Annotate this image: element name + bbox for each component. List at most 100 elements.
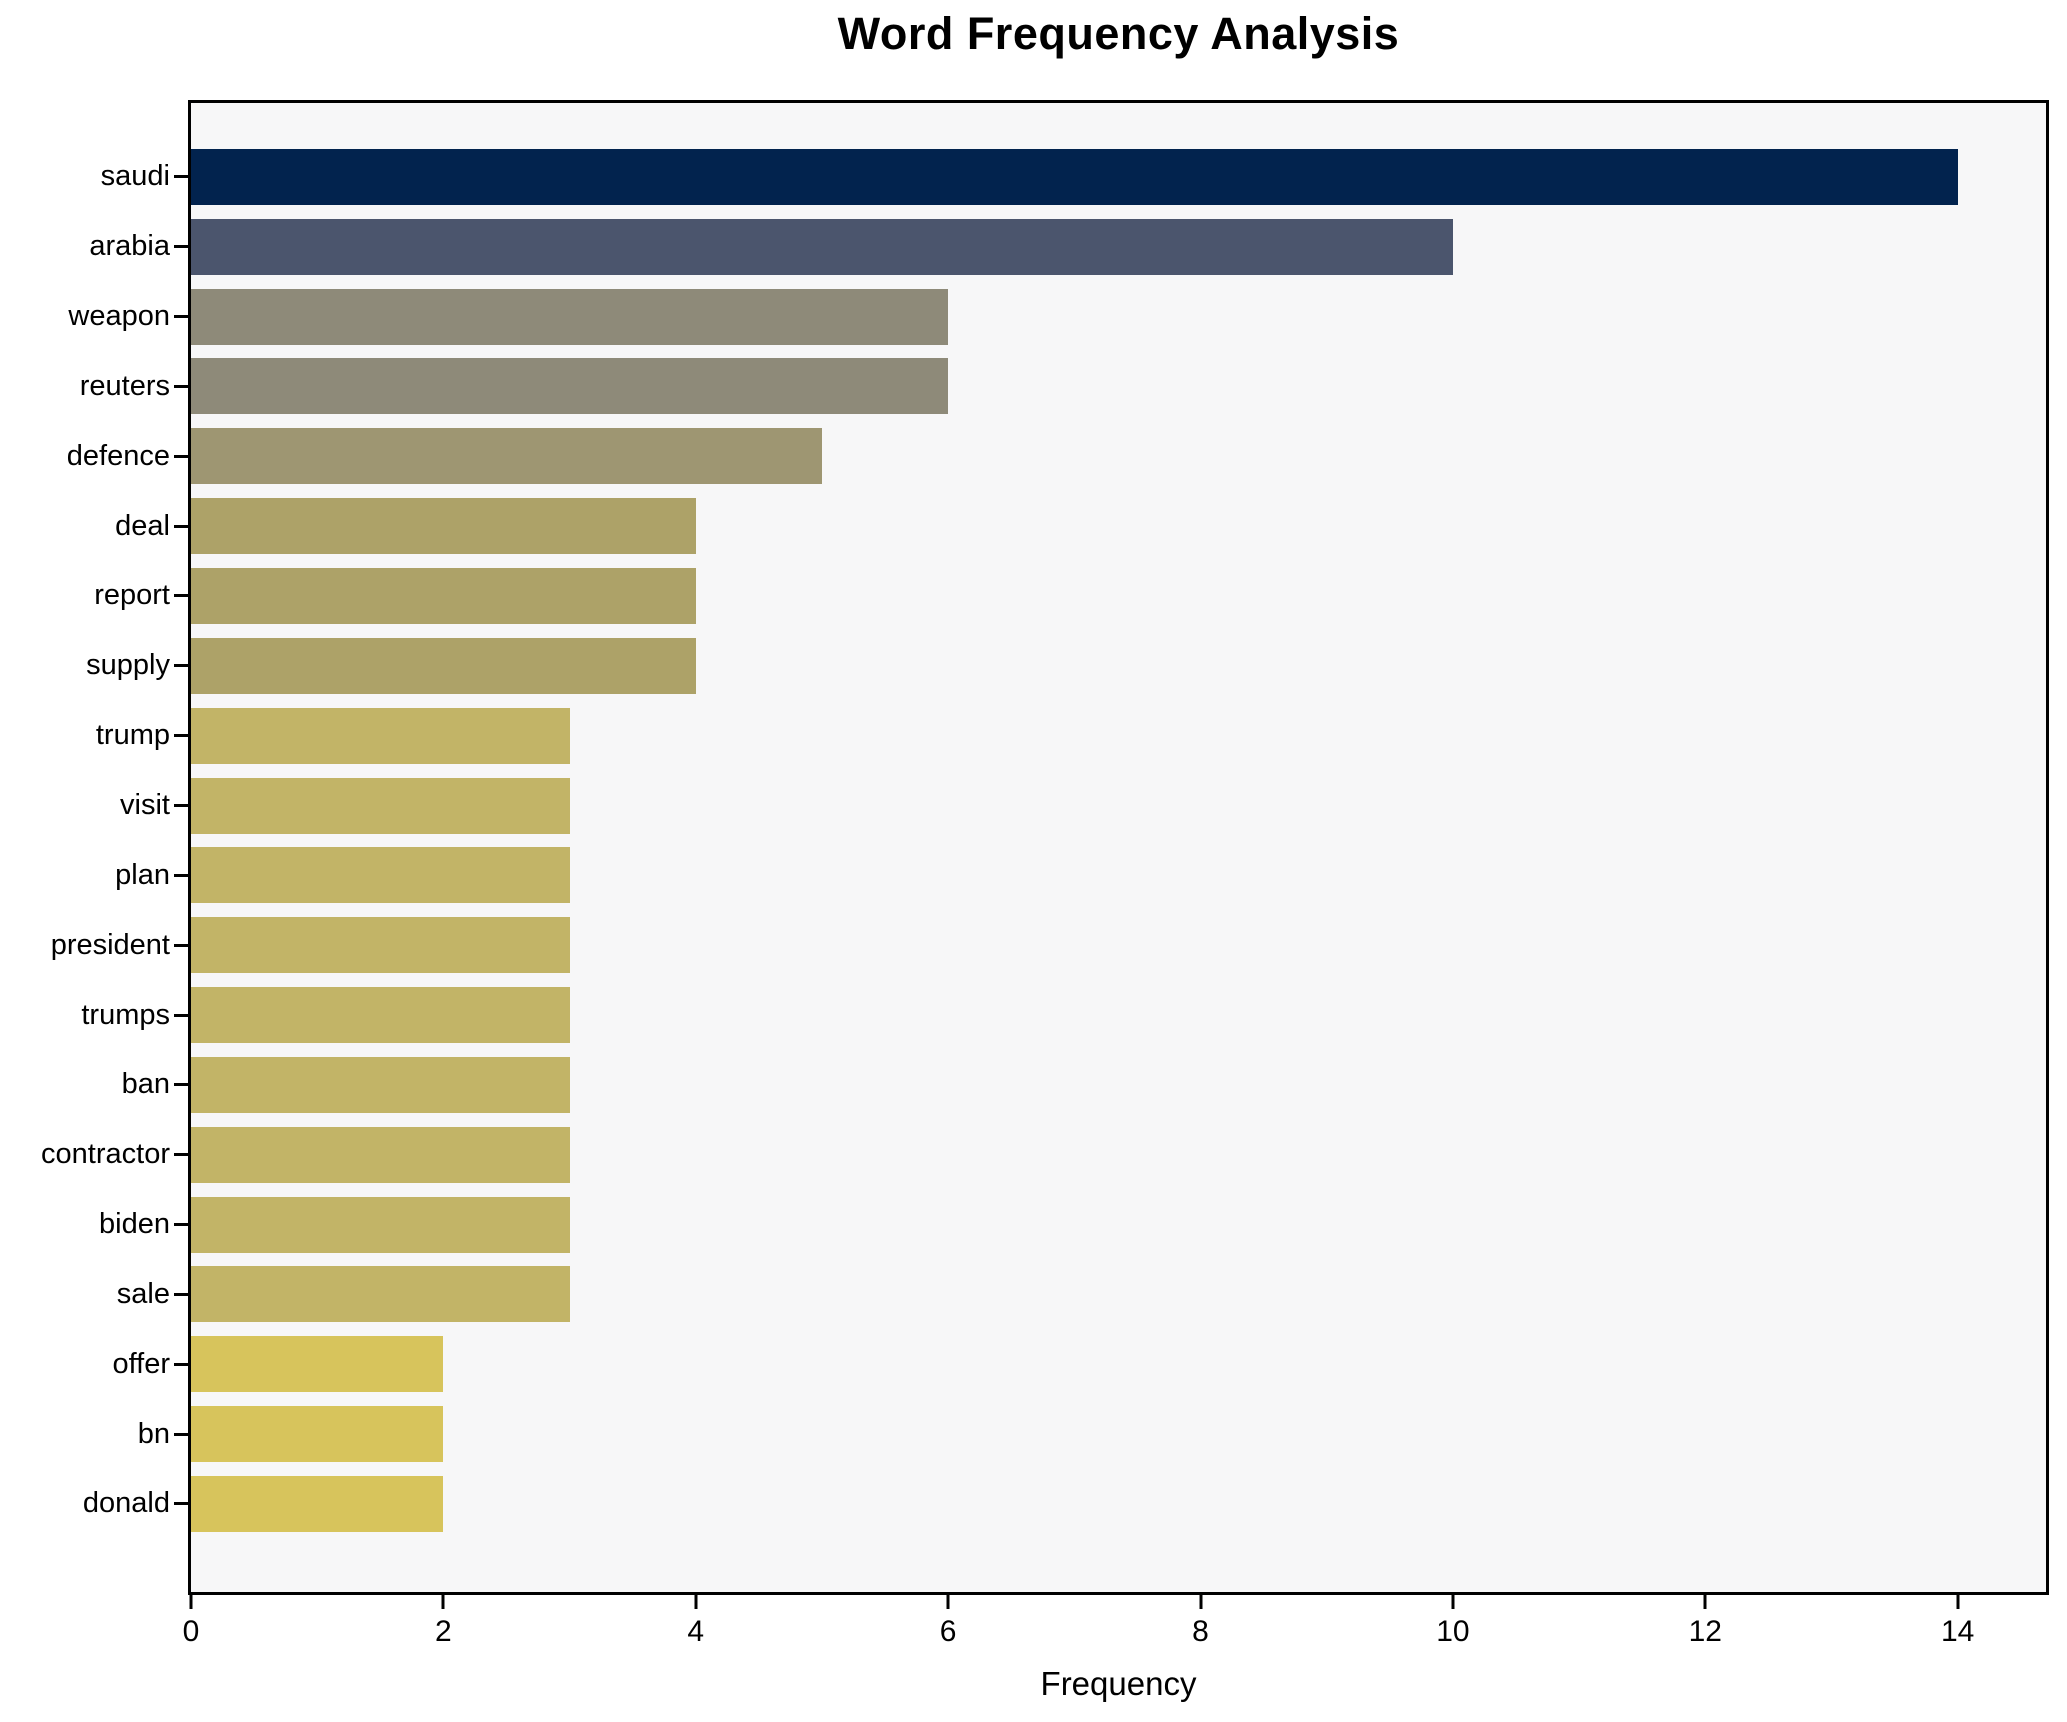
- y-label-offer: offer: [112, 1347, 170, 1380]
- bar-visit: [191, 777, 570, 834]
- y-tick-mark: [174, 245, 188, 249]
- x-tick-mark-2: [441, 1595, 445, 1609]
- y-label-plan: plan: [115, 858, 170, 891]
- y-axis-labels: saudi arabia weapon reuters defence deal repor…: [0, 142, 170, 1539]
- y-tick-row: [174, 631, 188, 701]
- y-tick-row: [174, 910, 188, 980]
- bar-row: [191, 1050, 2046, 1120]
- y-tick-row: [174, 701, 188, 771]
- y-label-weapon: weapon: [68, 300, 170, 333]
- y-label-bn: bn: [137, 1417, 170, 1450]
- bar-offer: [191, 1336, 444, 1393]
- x-tick-mark-0: [189, 1595, 193, 1609]
- y-tick-row: [174, 1469, 188, 1539]
- bar-row: [191, 212, 2046, 282]
- y-axis-ticks: [174, 142, 188, 1539]
- bar-contractor: [191, 1126, 570, 1183]
- y-tick-row: [174, 840, 188, 910]
- y-tick-mark: [174, 175, 188, 179]
- y-label-saudi: saudi: [100, 160, 170, 193]
- bar-reuters: [191, 358, 949, 415]
- y-label-trump: trump: [95, 719, 170, 752]
- plot-area: [188, 100, 2049, 1595]
- bar-trump: [191, 707, 570, 764]
- x-tick-label-4: 4: [687, 1615, 705, 1648]
- x-tick-label-14: 14: [1940, 1615, 1975, 1648]
- x-tick-label-6: 6: [939, 1615, 957, 1648]
- bar-president: [191, 917, 570, 974]
- bar-trumps: [191, 987, 570, 1044]
- y-label-contractor: contractor: [41, 1138, 170, 1171]
- bar-row: [191, 352, 2046, 422]
- bar-row: [191, 282, 2046, 352]
- y-tick-mark: [174, 1432, 188, 1436]
- y-label-visit: visit: [120, 789, 170, 822]
- y-label-supply: supply: [86, 649, 170, 682]
- bar-weapon: [191, 288, 949, 345]
- bar-biden: [191, 1196, 570, 1253]
- bar-row: [191, 1399, 2046, 1469]
- y-tick-row: [174, 282, 188, 352]
- y-tick-mark: [174, 1362, 188, 1366]
- bar-row: [191, 1260, 2046, 1330]
- bar-row: [191, 1469, 2046, 1539]
- y-label-donald: donald: [82, 1487, 170, 1520]
- x-tick-label-10: 10: [1436, 1615, 1470, 1648]
- y-label-report: report: [94, 579, 170, 612]
- y-tick-row: [174, 771, 188, 841]
- bar-arabia: [191, 218, 1453, 275]
- bar-rows: [191, 142, 2046, 1539]
- y-tick-row: [174, 421, 188, 491]
- bar-saudi: [191, 148, 1958, 205]
- y-tick-mark: [174, 1013, 188, 1017]
- bar-row: [191, 910, 2046, 980]
- x-axis-tick-labels: 0 2 4 6 8 10 12 14: [183, 1615, 2046, 1655]
- bar-ban: [191, 1056, 570, 1113]
- y-tick-row: [174, 352, 188, 422]
- y-label-arabia: arabia: [89, 230, 170, 263]
- y-tick-mark: [174, 734, 188, 738]
- y-tick-mark: [174, 524, 188, 528]
- x-tick-label-8: 8: [1192, 1615, 1209, 1648]
- bar-report: [191, 567, 696, 624]
- bar-row: [191, 142, 2046, 212]
- bar-deal: [191, 498, 696, 555]
- y-tick-row: [174, 212, 188, 282]
- bar-row: [191, 421, 2046, 491]
- y-tick-mark: [174, 1502, 188, 1506]
- x-tick-mark-4: [694, 1595, 698, 1609]
- x-axis-label: Frequency: [1040, 1665, 1197, 1702]
- y-label-ban: ban: [121, 1068, 170, 1101]
- y-tick-mark: [174, 315, 188, 319]
- bar-defence: [191, 428, 822, 485]
- x-tick-label-0: 0: [182, 1615, 200, 1648]
- x-tick-mark-12: [1703, 1595, 1707, 1609]
- bar-sale: [191, 1266, 570, 1323]
- x-tick-mark-10: [1451, 1595, 1455, 1609]
- y-tick-row: [174, 561, 188, 631]
- y-tick-row: [174, 980, 188, 1050]
- y-tick-row: [174, 1260, 188, 1330]
- y-tick-mark: [174, 1083, 188, 1087]
- y-tick-row: [174, 1050, 188, 1120]
- y-label-president: president: [50, 928, 170, 961]
- bar-row: [191, 631, 2046, 701]
- y-tick-row: [174, 1190, 188, 1260]
- x-axis-ticks: [189, 1595, 2046, 1609]
- y-tick-row: [174, 491, 188, 561]
- bar-row: [191, 491, 2046, 561]
- bar-row: [191, 980, 2046, 1050]
- bar-donald: [191, 1475, 444, 1532]
- y-tick-mark: [174, 943, 188, 947]
- bar-row: [191, 1190, 2046, 1260]
- bar-row: [191, 1329, 2046, 1399]
- y-tick-row: [174, 1399, 188, 1469]
- bar-row: [191, 1120, 2046, 1190]
- chart-title: Word Frequency Analysis: [837, 8, 1400, 59]
- y-tick-mark: [174, 873, 188, 877]
- y-label-deal: deal: [115, 509, 170, 542]
- y-tick-mark: [174, 664, 188, 668]
- y-tick-row: [174, 1329, 188, 1399]
- x-tick-mark-14: [1956, 1595, 1960, 1609]
